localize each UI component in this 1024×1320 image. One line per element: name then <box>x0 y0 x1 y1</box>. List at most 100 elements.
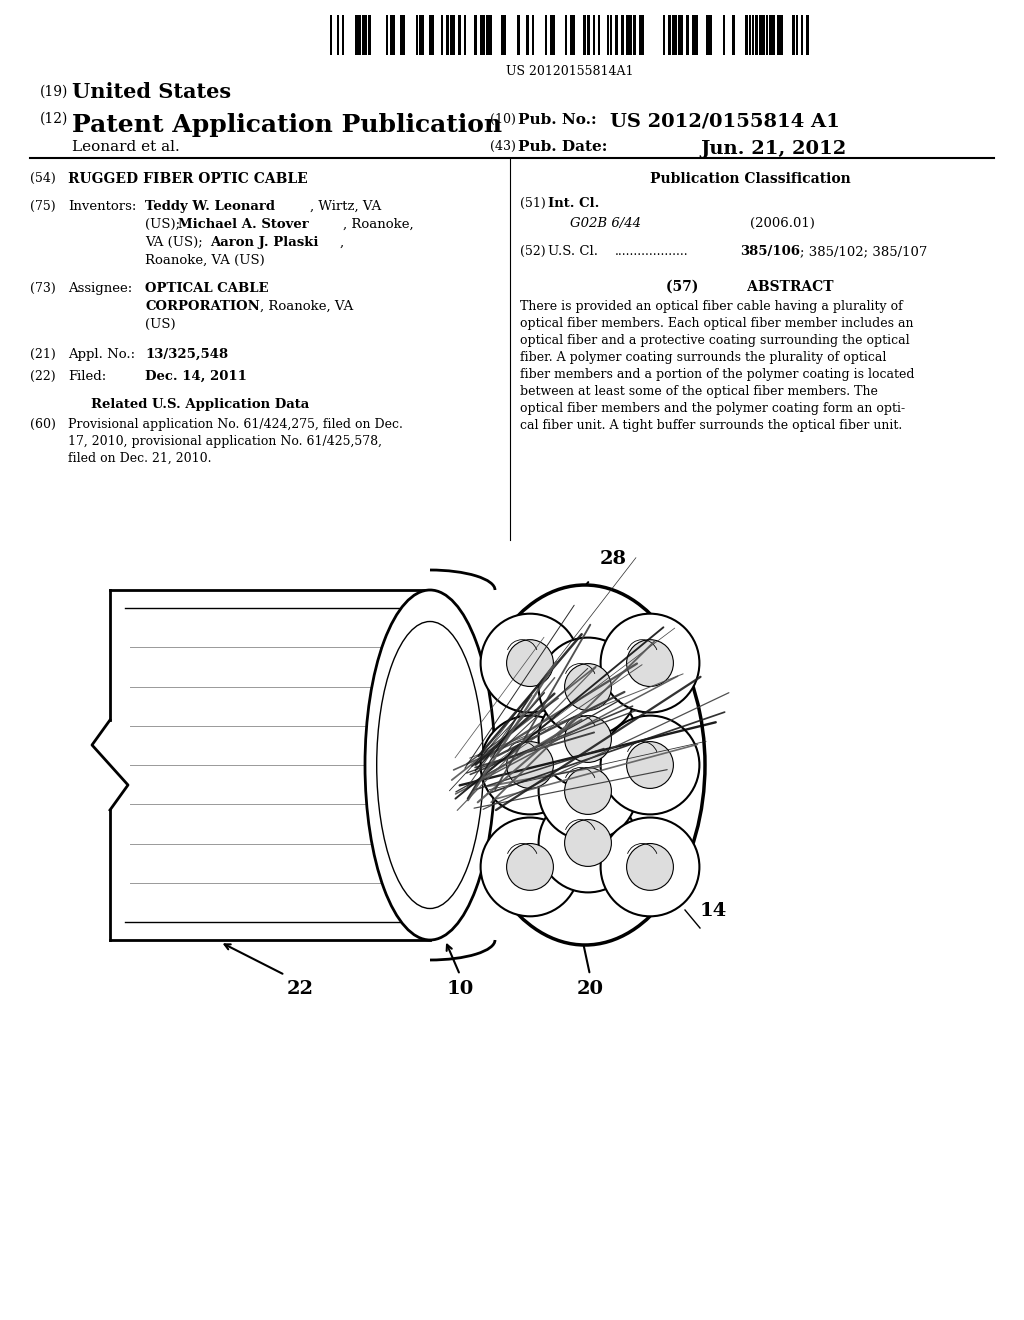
Bar <box>726 15 731 55</box>
Bar <box>593 15 595 55</box>
Bar <box>692 15 698 55</box>
Bar <box>362 15 367 55</box>
Bar <box>429 15 434 55</box>
Text: (51): (51) <box>520 197 546 210</box>
Text: U.S. Cl.: U.S. Cl. <box>548 246 598 257</box>
Bar <box>723 15 725 55</box>
Text: (73): (73) <box>30 282 55 294</box>
Bar <box>755 15 758 55</box>
Text: OPTICAL CABLE: OPTICAL CABLE <box>145 282 268 294</box>
Bar <box>523 15 525 55</box>
Text: (US);: (US); <box>145 218 184 231</box>
Bar <box>672 15 677 55</box>
Ellipse shape <box>480 614 580 713</box>
Bar <box>587 15 590 55</box>
Bar <box>626 15 632 55</box>
Ellipse shape <box>627 843 674 890</box>
Bar <box>486 15 492 55</box>
Bar <box>565 15 567 55</box>
Ellipse shape <box>564 768 611 814</box>
Text: fiber members and a portion of the polymer coating is located: fiber members and a portion of the polym… <box>520 368 914 381</box>
Bar <box>785 15 791 55</box>
Text: 10: 10 <box>446 979 474 998</box>
Bar <box>355 15 361 55</box>
Ellipse shape <box>627 640 674 686</box>
Text: Pub. No.:: Pub. No.: <box>518 114 597 127</box>
Text: Filed:: Filed: <box>68 370 106 383</box>
Text: , Wirtz, VA: , Wirtz, VA <box>310 201 381 213</box>
Text: CORPORATION: CORPORATION <box>145 300 260 313</box>
Text: (52): (52) <box>520 246 546 257</box>
Text: US 20120155814A1: US 20120155814A1 <box>506 65 634 78</box>
Bar <box>374 15 379 55</box>
Text: 28: 28 <box>600 550 627 568</box>
Text: Appl. No.:: Appl. No.: <box>68 348 135 360</box>
Text: (57)          ABSTRACT: (57) ABSTRACT <box>667 280 834 294</box>
Text: cal fiber unit. A tight buffer surrounds the optical fiber unit.: cal fiber unit. A tight buffer surrounds… <box>520 418 902 432</box>
Bar <box>633 15 636 55</box>
Ellipse shape <box>507 843 553 890</box>
Bar <box>416 15 418 55</box>
Ellipse shape <box>627 742 674 788</box>
Ellipse shape <box>465 585 705 945</box>
Text: 13/325,548: 13/325,548 <box>145 348 228 360</box>
Text: Related U.S. Application Data: Related U.S. Application Data <box>91 399 309 411</box>
Ellipse shape <box>564 664 611 710</box>
Bar <box>464 15 466 55</box>
Bar <box>467 15 472 55</box>
Bar <box>732 15 735 55</box>
Bar <box>390 15 395 55</box>
Text: Roanoke, VA (US): Roanoke, VA (US) <box>145 253 265 267</box>
Bar <box>766 15 768 55</box>
Text: (21): (21) <box>30 348 55 360</box>
Ellipse shape <box>564 820 611 866</box>
Ellipse shape <box>480 817 580 916</box>
Bar <box>598 15 600 55</box>
Bar <box>536 15 542 55</box>
Text: Leonard et al.: Leonard et al. <box>72 140 180 154</box>
Bar <box>752 15 754 55</box>
Text: Inventors:: Inventors: <box>68 201 136 213</box>
Text: VA (US);: VA (US); <box>145 236 207 249</box>
Text: (US): (US) <box>145 318 176 331</box>
Text: 20: 20 <box>577 979 603 998</box>
Bar <box>526 15 529 55</box>
Text: Jun. 21, 2012: Jun. 21, 2012 <box>700 140 846 158</box>
Bar <box>380 15 385 55</box>
Text: Pub. Date:: Pub. Date: <box>518 140 607 154</box>
Bar <box>450 15 455 55</box>
Bar <box>330 15 332 55</box>
Text: optical fiber members. Each optical fiber member includes an: optical fiber members. Each optical fibe… <box>520 317 913 330</box>
Bar <box>601 15 606 55</box>
Bar <box>419 15 424 55</box>
Text: (10): (10) <box>490 114 516 125</box>
Ellipse shape <box>507 742 553 788</box>
Bar <box>706 15 712 55</box>
Bar <box>777 15 783 55</box>
Bar <box>759 15 765 55</box>
Text: United States: United States <box>72 82 231 102</box>
Text: Aaron J. Plaski: Aaron J. Plaski <box>210 236 318 249</box>
Bar <box>396 15 398 55</box>
Bar <box>480 15 485 55</box>
Bar <box>495 15 500 55</box>
Bar <box>333 15 336 55</box>
Bar <box>545 15 547 55</box>
Bar <box>792 15 795 55</box>
Bar <box>796 15 798 55</box>
Ellipse shape <box>539 689 637 788</box>
Text: G02B 6/44: G02B 6/44 <box>570 216 641 230</box>
Text: US 2012/0155814 A1: US 2012/0155814 A1 <box>610 114 840 131</box>
Text: (2006.01): (2006.01) <box>750 216 815 230</box>
Bar <box>607 15 609 55</box>
Bar <box>408 15 413 55</box>
Bar <box>578 15 580 55</box>
Text: filed on Dec. 21, 2010.: filed on Dec. 21, 2010. <box>68 451 212 465</box>
Text: (60): (60) <box>30 418 56 432</box>
Ellipse shape <box>539 638 637 737</box>
Bar <box>769 15 775 55</box>
Bar <box>745 15 748 55</box>
Text: Michael A. Stover: Michael A. Stover <box>178 218 309 231</box>
Bar <box>570 15 575 55</box>
Bar <box>615 15 618 55</box>
